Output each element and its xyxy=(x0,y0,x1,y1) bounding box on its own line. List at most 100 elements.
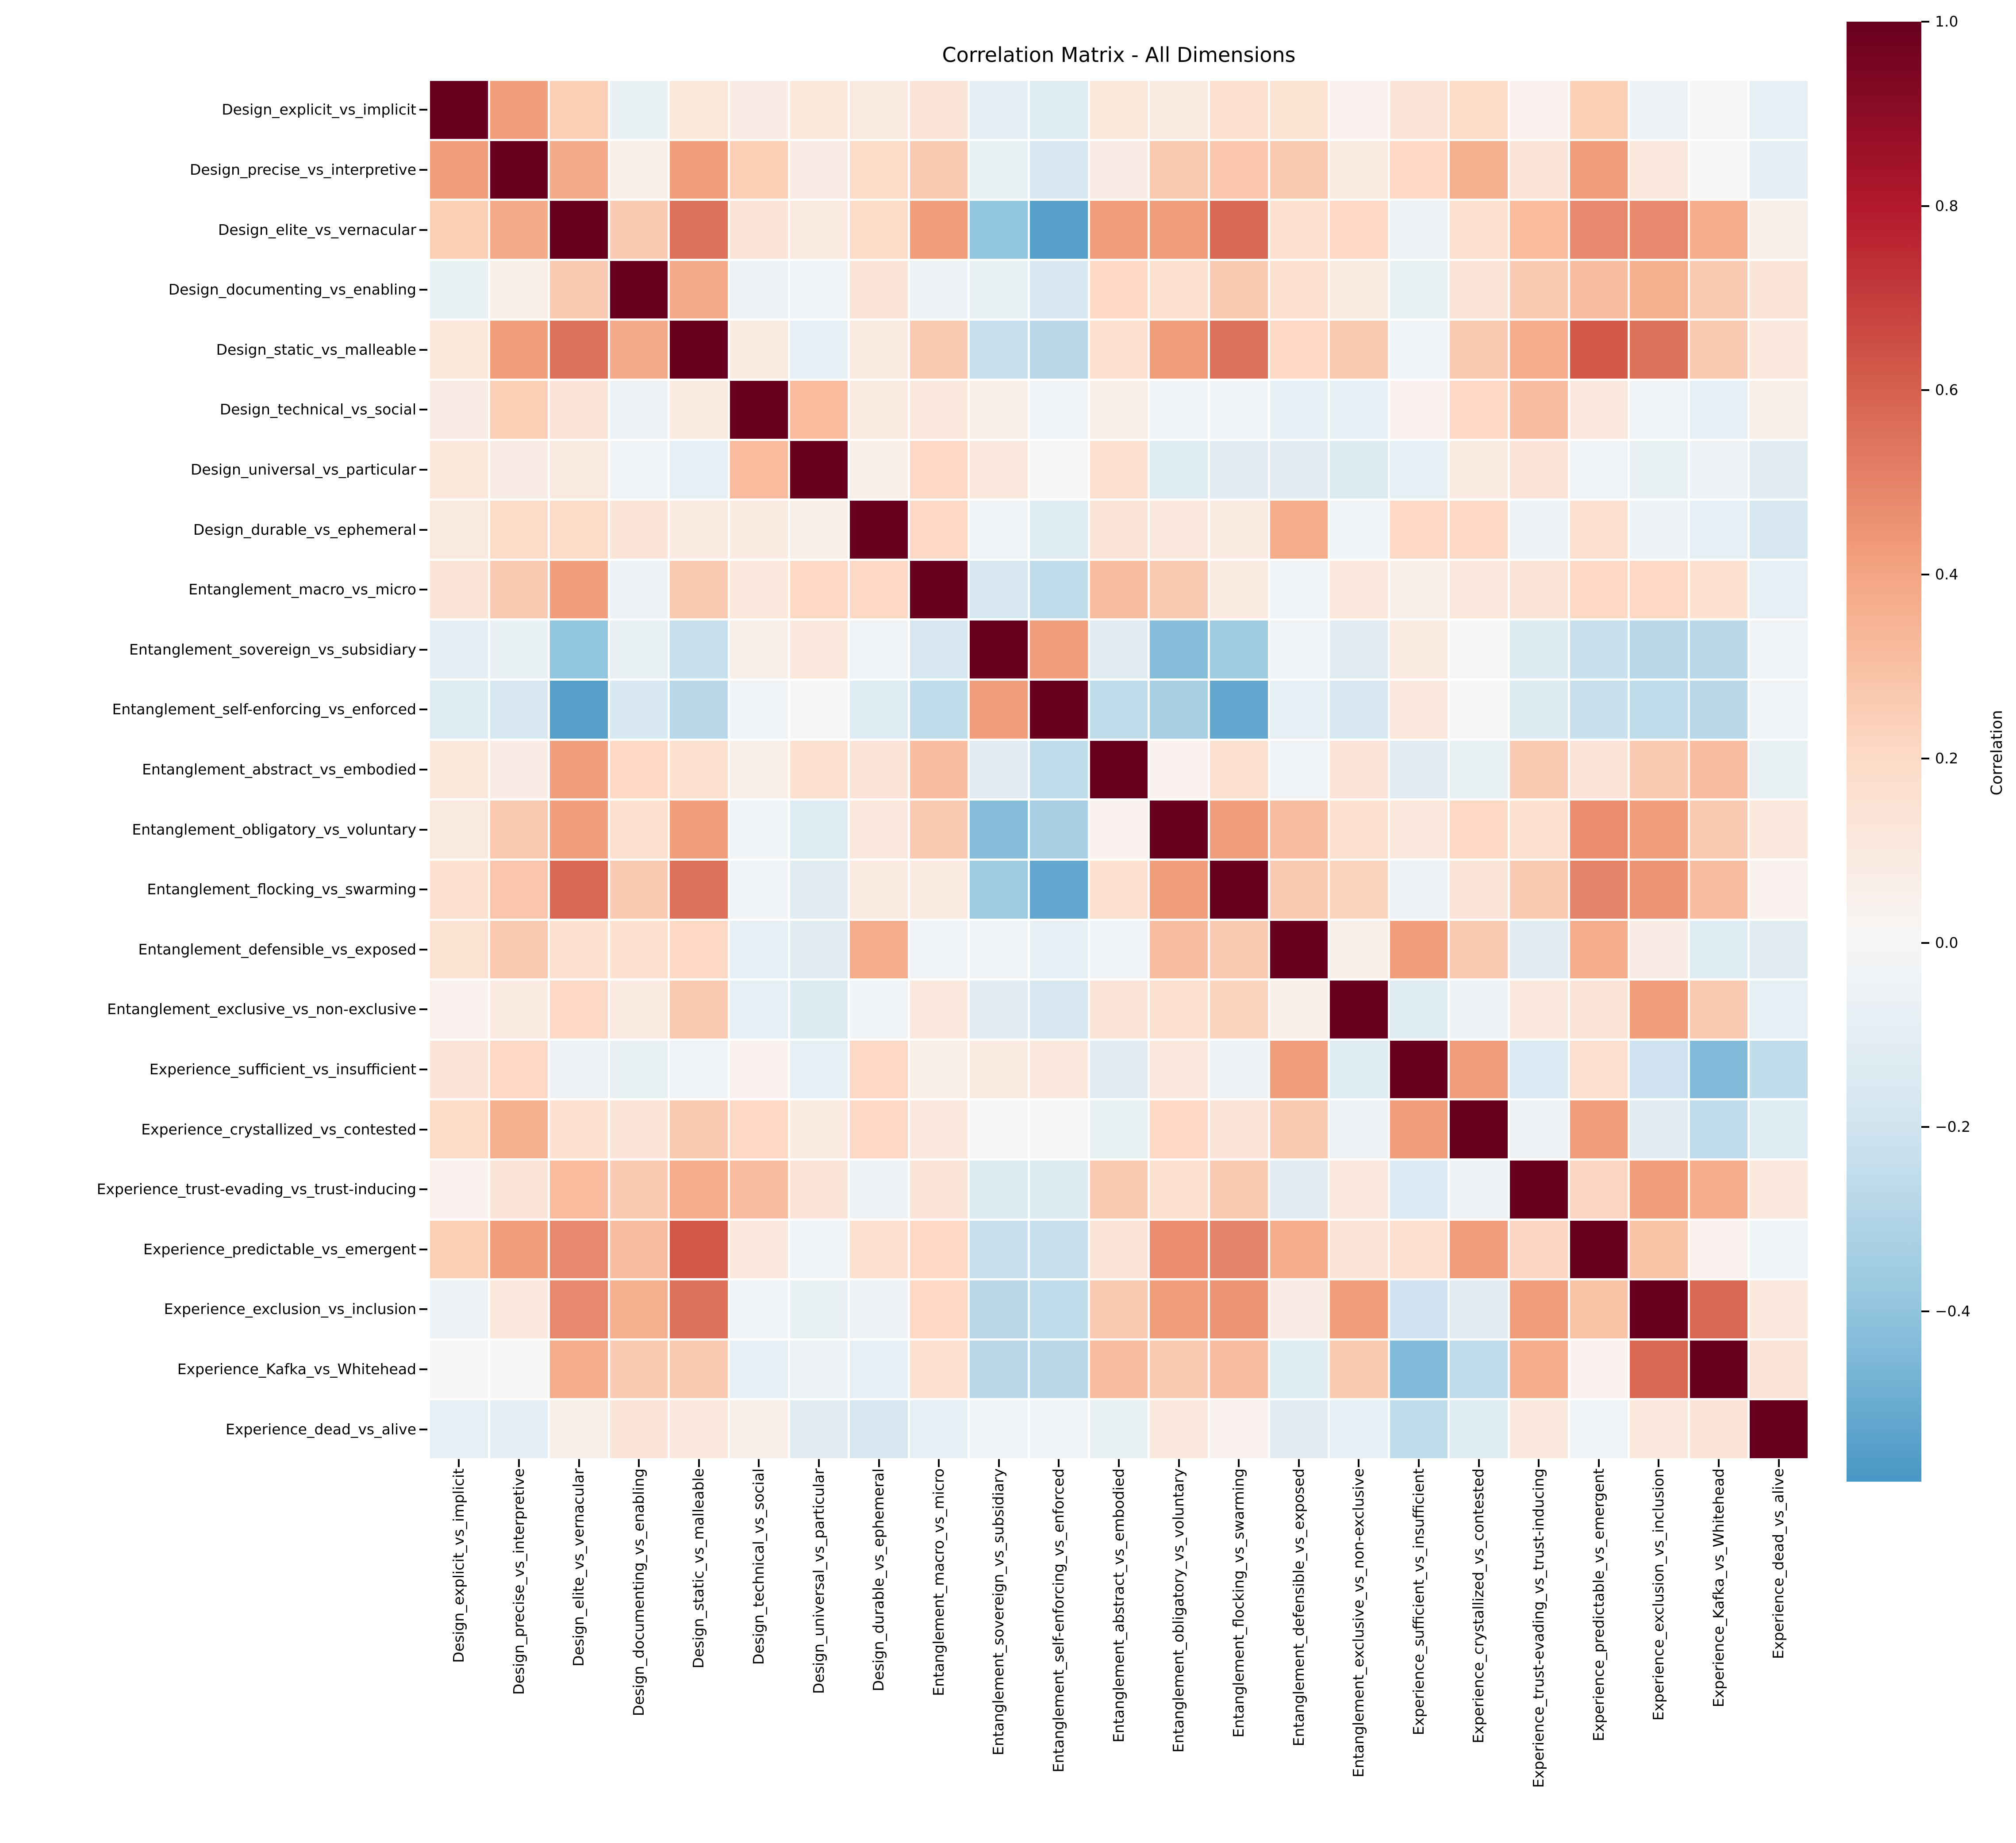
heatmap-cell xyxy=(730,981,788,1038)
heatmap-cell xyxy=(610,321,668,379)
heatmap-cell xyxy=(1090,681,1148,739)
heatmap-cell xyxy=(970,1160,1028,1218)
heatmap-cell xyxy=(1270,141,1328,199)
colorbar-tick-mark xyxy=(1921,942,1929,944)
heatmap-cell xyxy=(970,441,1028,499)
heatmap-cell xyxy=(430,381,488,439)
heatmap-cell xyxy=(970,501,1028,559)
y-tick-label: Entanglement_self-enforcing_vs_enforced xyxy=(112,701,416,718)
heatmap-cell xyxy=(1270,860,1328,919)
y-tick-mark xyxy=(419,169,427,171)
heatmap-cell xyxy=(1690,740,1748,799)
heatmap-cell xyxy=(1750,920,1808,979)
heatmap-cell xyxy=(670,141,728,199)
heatmap-cell xyxy=(1030,81,1088,139)
heatmap-cell xyxy=(610,621,668,679)
heatmap-cell xyxy=(610,1040,668,1099)
heatmap-cell xyxy=(490,321,548,379)
heatmap-cell xyxy=(1270,381,1328,439)
heatmap-cell xyxy=(790,1340,848,1399)
heatmap-cell xyxy=(1390,441,1448,499)
heatmap-cell xyxy=(1330,201,1388,259)
heatmap-cell xyxy=(730,1220,788,1279)
heatmap-cell xyxy=(730,201,788,259)
heatmap-cell xyxy=(970,1100,1028,1158)
heatmap-cell xyxy=(1390,261,1448,319)
heatmap-cell xyxy=(970,681,1028,739)
heatmap-cell xyxy=(1630,860,1688,919)
heatmap-cell xyxy=(1570,1040,1628,1099)
heatmap-cell xyxy=(730,81,788,139)
heatmap-cell xyxy=(550,1280,608,1338)
heatmap-cell xyxy=(1509,860,1568,919)
heatmap-cell xyxy=(1090,860,1148,919)
heatmap-cell xyxy=(1750,501,1808,559)
heatmap-cell xyxy=(970,801,1028,858)
heatmap-cell xyxy=(1090,81,1148,139)
heatmap-cell xyxy=(790,1100,848,1158)
heatmap-cell xyxy=(1390,1220,1448,1279)
heatmap-cell xyxy=(1630,141,1688,199)
heatmap-cell xyxy=(850,201,908,259)
heatmap-cell xyxy=(1030,560,1088,619)
y-tick-label: Design_static_vs_malleable xyxy=(216,341,416,358)
heatmap-cell xyxy=(850,981,908,1038)
heatmap-cell xyxy=(1090,801,1148,858)
heatmap-cell xyxy=(1750,81,1808,139)
heatmap-cell xyxy=(610,920,668,979)
heatmap-cell xyxy=(490,740,548,799)
y-tick-label: Entanglement_flocking_vs_swarming xyxy=(147,881,416,898)
heatmap-cell xyxy=(610,1100,668,1158)
x-tick-mark xyxy=(578,1459,580,1467)
y-tick-label: Experience_trust-evading_vs_trust-induci… xyxy=(96,1180,416,1198)
heatmap-cell xyxy=(490,981,548,1038)
heatmap-cell xyxy=(430,1340,488,1399)
heatmap-cell xyxy=(910,801,968,858)
heatmap-cell xyxy=(1630,321,1688,379)
heatmap-cell xyxy=(430,801,488,858)
heatmap-cell xyxy=(670,1340,728,1399)
heatmap-cell xyxy=(430,1400,488,1458)
heatmap-cell xyxy=(1150,740,1208,799)
heatmap-cell xyxy=(490,261,548,319)
heatmap-cell xyxy=(1450,621,1508,679)
y-tick-label: Design_documenting_vs_enabling xyxy=(168,281,416,299)
heatmap-cell xyxy=(1150,801,1208,858)
x-tick-label: Design_technical_vs_social xyxy=(750,1468,768,1665)
heatmap-cell xyxy=(1570,381,1628,439)
y-tick-label: Design_durable_vs_ephemeral xyxy=(193,521,416,538)
heatmap-cell xyxy=(1330,1220,1388,1279)
heatmap-cell xyxy=(790,321,848,379)
y-tick-mark xyxy=(419,1428,427,1430)
heatmap-cell xyxy=(550,261,608,319)
heatmap-cell xyxy=(1330,261,1388,319)
heatmap-cell xyxy=(1030,1400,1088,1458)
colorbar-tick-label: 0.8 xyxy=(1935,197,1958,215)
heatmap-cell xyxy=(1210,920,1268,979)
heatmap-cell xyxy=(1690,920,1748,979)
heatmap-cell xyxy=(970,141,1028,199)
heatmap-cell xyxy=(790,141,848,199)
heatmap-cell xyxy=(1210,381,1268,439)
heatmap-cell xyxy=(610,981,668,1038)
heatmap-cell xyxy=(670,501,728,559)
heatmap-cell xyxy=(1690,981,1748,1038)
heatmap-cell xyxy=(790,441,848,499)
heatmap-cell xyxy=(970,1400,1028,1458)
heatmap-cell xyxy=(670,560,728,619)
heatmap-cell xyxy=(1750,1400,1808,1458)
heatmap-cell xyxy=(1270,441,1328,499)
heatmap-cell xyxy=(1150,261,1208,319)
heatmap-cell xyxy=(790,981,848,1038)
y-tick-label: Design_explicit_vs_implicit xyxy=(222,101,416,119)
heatmap-cell xyxy=(1390,321,1448,379)
heatmap-cell xyxy=(550,920,608,979)
heatmap-cell xyxy=(730,1280,788,1338)
heatmap-cell xyxy=(1630,261,1688,319)
heatmap-cell xyxy=(1210,501,1268,559)
heatmap-cell xyxy=(1330,141,1388,199)
heatmap-cell xyxy=(430,860,488,919)
heatmap-cell xyxy=(1150,681,1208,739)
y-tick-mark xyxy=(419,709,427,711)
y-tick-mark xyxy=(419,648,427,651)
